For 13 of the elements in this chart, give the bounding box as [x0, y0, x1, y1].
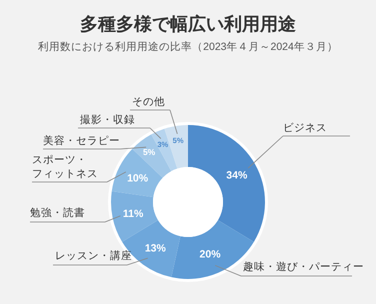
slice-label: スポーツ・フィットネス	[32, 154, 98, 180]
slice-label: 趣味・遊び・パーティー	[243, 260, 364, 273]
slice-label: その他	[132, 96, 165, 108]
data-label: 5%	[142, 147, 156, 158]
data-label: 20%	[200, 248, 222, 260]
chart-title: 多種多様で幅広い利用用途	[80, 14, 296, 34]
slice-label: ビジネス	[283, 122, 327, 134]
data-label: 11%	[122, 208, 144, 220]
data-label: 34%	[226, 170, 248, 182]
data-label: 10%	[127, 172, 149, 185]
slice-label: レッスン・講座	[55, 249, 132, 262]
chart-subtitle: 利用数における利用用途の比率（2023年４月～2024年３月）	[38, 40, 338, 53]
slice-label: 勉強・読書	[30, 206, 85, 219]
